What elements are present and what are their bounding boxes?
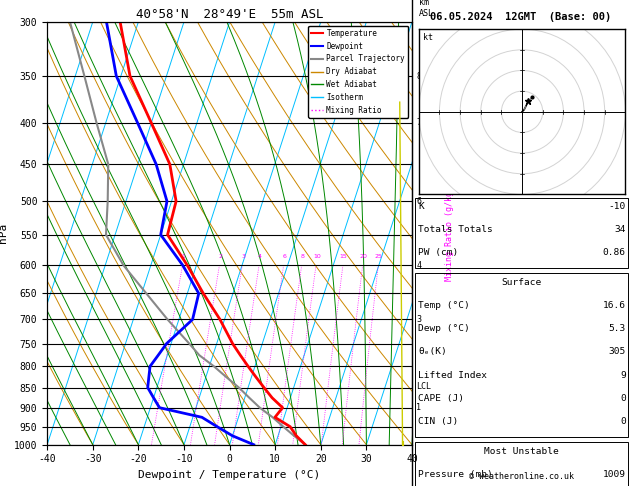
Text: 20: 20 (359, 254, 367, 260)
Text: CAPE (J): CAPE (J) (418, 394, 464, 403)
Text: 3: 3 (416, 315, 421, 324)
Text: PW (cm): PW (cm) (418, 248, 459, 258)
Text: CIN (J): CIN (J) (418, 417, 459, 427)
Text: Lifted Index: Lifted Index (418, 371, 487, 380)
Text: 7: 7 (416, 119, 421, 127)
Text: kt: kt (423, 33, 433, 42)
Text: 25: 25 (375, 254, 383, 260)
Y-axis label: hPa: hPa (0, 223, 8, 243)
Text: Temp (°C): Temp (°C) (418, 301, 470, 310)
Text: 305: 305 (609, 347, 626, 357)
Legend: Temperature, Dewpoint, Parcel Trajectory, Dry Adiabat, Wet Adiabat, Isotherm, Mi: Temperature, Dewpoint, Parcel Trajectory… (308, 26, 408, 118)
X-axis label: Dewpoint / Temperature (°C): Dewpoint / Temperature (°C) (138, 470, 321, 480)
Text: 15: 15 (340, 254, 348, 260)
Title: 40°58'N  28°49'E  55m ASL: 40°58'N 28°49'E 55m ASL (136, 8, 323, 21)
Text: Dewp (°C): Dewp (°C) (418, 324, 470, 333)
Text: © weatheronline.co.uk: © weatheronline.co.uk (469, 472, 574, 481)
Text: 9: 9 (620, 371, 626, 380)
Text: Totals Totals: Totals Totals (418, 225, 493, 234)
Text: LCL: LCL (416, 382, 431, 391)
Text: θₑ(K): θₑ(K) (418, 347, 447, 357)
Text: 8: 8 (416, 71, 421, 81)
Text: 6: 6 (416, 197, 421, 206)
Text: 1009: 1009 (603, 470, 626, 479)
Text: 1: 1 (182, 254, 186, 260)
Text: K: K (418, 202, 424, 211)
Text: 5.3: 5.3 (609, 324, 626, 333)
Text: 8: 8 (301, 254, 304, 260)
Text: 0.86: 0.86 (603, 248, 626, 258)
Text: Pressure (mb): Pressure (mb) (418, 470, 493, 479)
Text: 4: 4 (258, 254, 262, 260)
Text: 16.6: 16.6 (603, 301, 626, 310)
Text: 2: 2 (218, 254, 223, 260)
Text: 10: 10 (313, 254, 321, 260)
Text: 1: 1 (416, 403, 421, 412)
Text: 0: 0 (620, 394, 626, 403)
Text: 3: 3 (241, 254, 245, 260)
Text: Most Unstable: Most Unstable (484, 447, 559, 456)
Text: 0: 0 (620, 417, 626, 427)
Text: 06.05.2024  12GMT  (Base: 00): 06.05.2024 12GMT (Base: 00) (430, 12, 611, 22)
Text: -10: -10 (609, 202, 626, 211)
Text: 4: 4 (416, 261, 421, 270)
Text: Mixing Ratio (g/kg): Mixing Ratio (g/kg) (445, 186, 454, 281)
Text: Surface: Surface (501, 278, 542, 287)
Text: km
ASL: km ASL (420, 0, 434, 17)
Text: 6: 6 (282, 254, 286, 260)
Text: 34: 34 (615, 225, 626, 234)
